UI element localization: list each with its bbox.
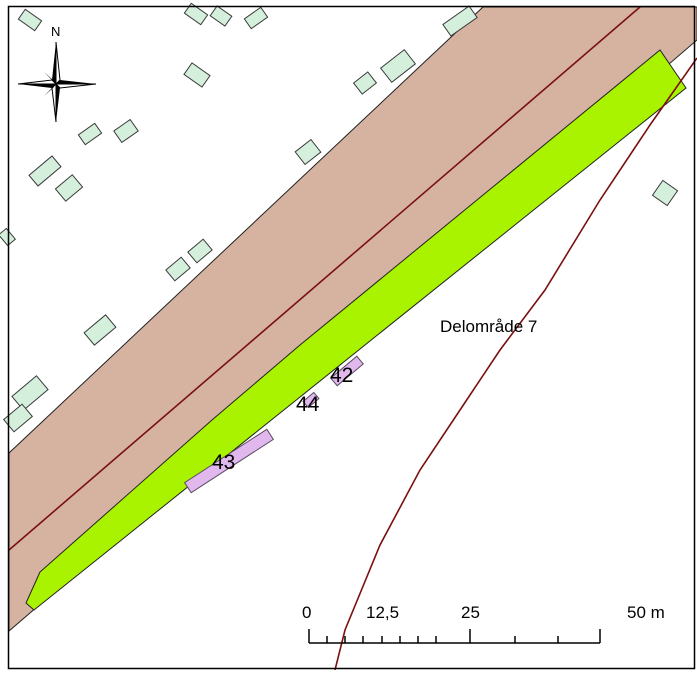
scalebar-label-50m: 50 m <box>627 603 665 622</box>
map-border <box>7 5 696 670</box>
site-parcel-42 <box>330 355 364 387</box>
site-parcel-43 <box>183 428 275 494</box>
scalebar <box>308 629 601 644</box>
building <box>243 6 269 30</box>
building <box>651 179 679 207</box>
site-parcel-44 <box>302 391 320 409</box>
buildings <box>0 2 679 433</box>
building <box>209 5 233 27</box>
building <box>11 375 49 411</box>
building <box>28 155 62 187</box>
site-parcels <box>183 355 364 494</box>
area-boundary-line <box>334 57 697 671</box>
building <box>183 62 211 88</box>
building <box>165 256 191 282</box>
building <box>54 174 84 202</box>
scalebar-label-12-5: 12,5 <box>366 603 399 622</box>
building <box>183 2 209 26</box>
area-label: Delområde 7 <box>440 317 537 336</box>
building <box>294 138 322 166</box>
road-centerline <box>8 6 641 551</box>
scalebar-label-0: 0 <box>302 603 311 622</box>
building <box>379 48 417 84</box>
building <box>113 118 139 144</box>
building <box>83 314 117 346</box>
building <box>17 8 43 32</box>
north-arrow-icon: N <box>17 24 97 123</box>
green-strip <box>25 49 687 611</box>
site-label-44: 44 <box>296 393 320 416</box>
site-label-42: 42 <box>330 364 353 387</box>
building <box>442 5 478 37</box>
scalebar-label-25: 25 <box>461 603 480 622</box>
site-label-43: 43 <box>212 451 235 474</box>
building <box>77 122 103 146</box>
north-label: N <box>51 24 60 39</box>
building <box>352 71 378 95</box>
building <box>187 238 213 264</box>
building <box>0 227 17 247</box>
